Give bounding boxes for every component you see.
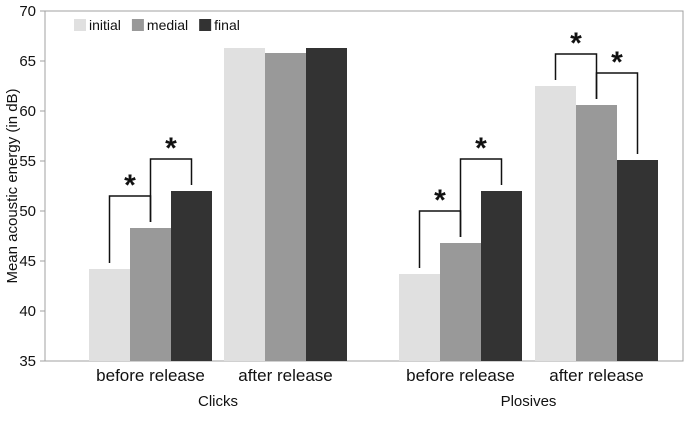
group-label: Clicks [198,393,238,410]
significance-bracket [595,72,639,154]
significance-bracket [149,158,193,222]
legend-swatch-medial [131,19,144,31]
legend-swatch-final [199,19,212,31]
y-axis-label: Mean acoustic energy (in dB) [4,88,21,283]
y-tick-label: 50 [19,203,36,220]
y-tick-label: 35 [19,353,36,370]
bar-final [481,191,522,361]
y-tick-label: 55 [19,153,36,170]
significance-star: * [611,46,623,79]
y-tick-label: 70 [19,3,36,20]
bar-initial [224,48,265,361]
bar-final [617,160,658,361]
plot-frame [44,10,684,362]
significance-star: * [124,169,136,202]
legend-label-final: final [214,17,240,33]
group-label: Plosives [501,393,557,410]
legend-label-initial: initial [89,17,121,33]
legend-swatch-initial [74,19,86,31]
bar-medial [576,105,617,361]
y-tick-label: 40 [19,303,36,320]
category-label: after release [549,366,644,385]
significance-star: * [570,27,582,60]
significance-bracket [459,158,503,237]
y-tick-label: 45 [19,253,36,270]
bar-final [171,191,212,361]
legend-label-medial: medial [147,17,188,33]
bar-initial [535,86,576,361]
bar-medial [265,53,306,361]
bar-final [306,48,347,361]
significance-star: * [165,132,177,165]
significance-star: * [475,132,487,165]
y-tick-label: 60 [19,103,36,120]
category-label: after release [238,366,333,385]
y-tick-label: 65 [19,53,36,70]
category-label: before release [406,366,515,385]
bar-initial [89,269,130,361]
bar-medial [130,228,171,361]
category-label: before release [96,366,205,385]
bar-initial [399,274,440,361]
bar-medial [440,243,481,361]
significance-star: * [434,184,446,217]
